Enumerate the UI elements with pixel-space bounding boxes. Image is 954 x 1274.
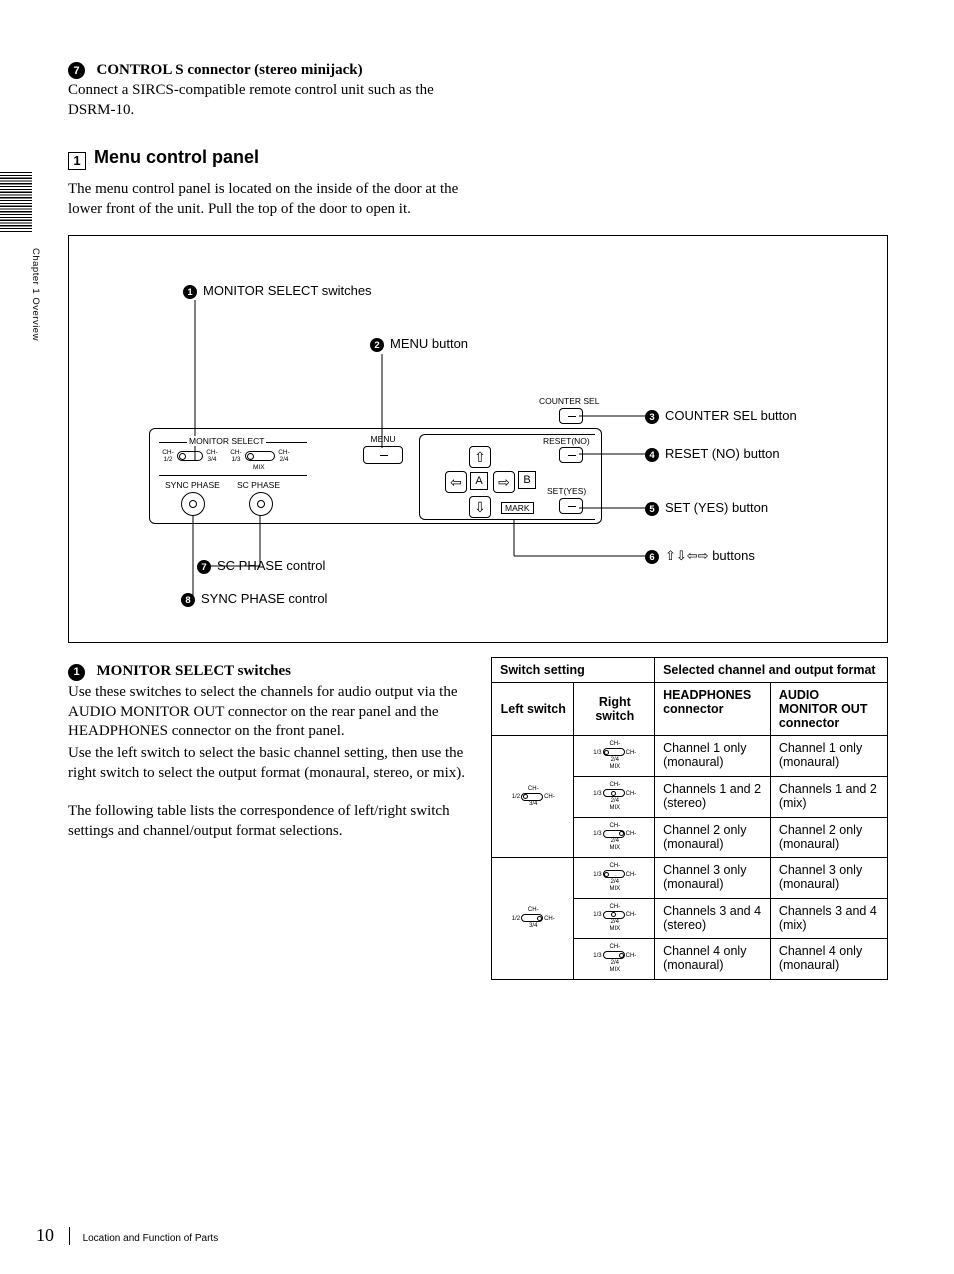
reset-no-button (559, 447, 583, 463)
desc-callout-1: 1 (68, 664, 85, 681)
desc-p1: Use these switches to select the channel… (68, 683, 471, 742)
set-yes-button (559, 498, 583, 514)
arrow-left-button: ⇦ (445, 471, 467, 493)
arrow-down-button: ⇩ (469, 496, 491, 518)
table-row: CH- 1/2CH- 3/4 CH- 1/3CH- 2/4 MIX Channe… (492, 736, 888, 777)
th-switch-setting: Switch setting (492, 658, 655, 683)
callout-5: 5SET (YES) button (645, 500, 768, 516)
page-number: 10 (36, 1225, 54, 1245)
a-box: A (470, 472, 488, 490)
callout-1: 1MONITOR SELECT switches (183, 283, 372, 299)
th-headphones: HEADPHONES connector (655, 683, 771, 736)
section-1-title: Menu control panel (94, 147, 259, 167)
left-switch-icon-12: CH- 1/2CH- 3/4 (512, 786, 555, 809)
sidebar-stripes (0, 172, 32, 232)
right-switch-icon-r: CH- 1/3CH- 2/4 MIX (593, 823, 636, 853)
monitor-select-group: MONITOR SELECT CH- 1/2 CH- 3/4 CH- 1/3 C… (159, 436, 307, 476)
mark-label: MARK (501, 502, 534, 514)
callout-2: 2MENU button (370, 336, 468, 352)
menu-control-panel-diagram: 1MONITOR SELECT switches 2MENU button 3C… (68, 235, 888, 643)
th-right-switch: Right switch (573, 683, 655, 736)
item-7-title: CONTROL S connector (stereo minijack) (97, 62, 363, 78)
th-left-switch: Left switch (492, 683, 574, 736)
section-1-heading: 1 Menu control panel (68, 147, 888, 170)
desc-p2: Use the left switch to select the basic … (68, 744, 471, 784)
switch-settings-table: Switch setting Selected channel and outp… (491, 657, 888, 979)
callout-8: 8SYNC PHASE control (181, 591, 327, 607)
sidebar-chapter-label: Chapter 1 Overview (30, 248, 41, 341)
callout-num-7: 7 (68, 62, 85, 79)
desc-title-1: MONITOR SELECT switches (97, 663, 291, 679)
arrow-up-button: ⇧ (469, 446, 491, 468)
callout-6: 6⇧⇩⇦⇨ buttons (645, 548, 755, 564)
page-footer: 10 Location and Function of Parts (36, 1225, 218, 1246)
b-box: B (518, 471, 536, 489)
callout-7: 7SC PHASE control (197, 558, 325, 574)
section-1-body: The menu control panel is located on the… (68, 180, 479, 220)
menu-button-group: MENU (359, 434, 407, 464)
th-amo: AUDIO MONITOR OUT connector (770, 683, 887, 736)
sc-phase-label: SC PHASE (237, 480, 280, 490)
right-switch-icon-l: CH- 1/3CH- 2/4 MIX (593, 741, 636, 771)
footer-text: Location and Function of Parts (83, 1233, 219, 1244)
callout-3: 3COUNTER SEL button (645, 408, 797, 424)
left-switch-slot (177, 451, 203, 461)
th-selected: Selected channel and output format (655, 658, 888, 683)
desc-p3: The following table lists the correspond… (68, 802, 471, 842)
item-7-body: Connect a SIRCS-compatible remote contro… (68, 81, 479, 121)
table-row: CH- 1/2CH- 3/4 CH- 1/3CH- 2/4 MIX Channe… (492, 858, 888, 899)
left-switch-icon-34: CH- 1/2CH- 3/4 (512, 907, 555, 930)
arrow-right-button: ⇨ (493, 471, 515, 493)
item-7-block: 7 CONTROL S connector (stereo minijack) … (68, 62, 479, 121)
counter-sel-label: COUNTER SEL (539, 396, 599, 406)
monitor-select-description: 1 MONITOR SELECT switches Use these swit… (68, 657, 471, 979)
right-switch-slot (245, 451, 275, 461)
counter-sel-button (559, 408, 583, 424)
callout-4: 4RESET (NO) button (645, 446, 780, 462)
right-switch-icon-c: CH- 1/3CH- 2/4 MIX (593, 782, 636, 812)
set-yes-label: SET(YES) (547, 486, 586, 496)
sync-phase-label: SYNC PHASE (165, 480, 220, 490)
reset-no-label: RESET(NO) (543, 436, 590, 446)
boxed-num-1: 1 (68, 152, 86, 170)
